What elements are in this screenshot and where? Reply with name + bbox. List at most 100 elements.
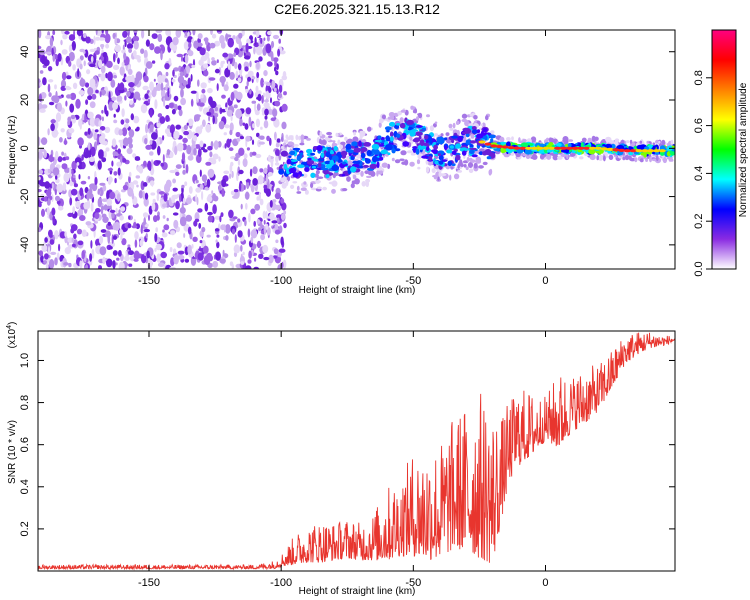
spectrogram-core-blob xyxy=(425,140,429,143)
spectrogram-peak xyxy=(571,146,579,150)
spectrogram-core-blob xyxy=(588,149,596,155)
spectrogram-noise-blob xyxy=(154,232,158,243)
spectrogram-noise-blob xyxy=(253,266,260,269)
spectrogram-y-tick-label: -40 xyxy=(19,237,31,253)
spectrogram-noise-blob xyxy=(65,100,68,107)
spectrogram-noise-blob xyxy=(198,222,202,229)
spectrogram-noise-blob xyxy=(99,129,102,134)
spectrogram-noise-blob xyxy=(194,218,200,223)
spectrogram-core-blob xyxy=(585,150,589,154)
spectrogram-noise-blob xyxy=(116,95,123,102)
spectrogram-halo-blob xyxy=(316,137,320,143)
spectrogram-noise-blob xyxy=(76,30,83,36)
spectrogram-halo-blob xyxy=(499,136,505,143)
spectrogram-noise-blob xyxy=(207,215,213,223)
spectrogram-noise-blob xyxy=(238,169,244,175)
spectrogram-noise-blob xyxy=(221,94,226,99)
spectrogram-core-blob xyxy=(329,151,335,155)
spectrogram-noise-blob xyxy=(101,109,104,114)
spectrogram-noise-blob xyxy=(101,198,109,202)
spectrogram-core-blob xyxy=(425,146,430,152)
spectrogram-core-blob xyxy=(476,129,481,134)
spectrogram-noise-blob xyxy=(181,152,186,162)
spectrogram-marks xyxy=(38,30,675,269)
spectrogram-noise-blob xyxy=(50,119,56,124)
spectrogram-noise-blob xyxy=(187,226,192,235)
spectrogram-core-blob xyxy=(340,150,348,156)
spectrogram-core-blob xyxy=(638,144,645,150)
spectrogram-peak xyxy=(647,149,655,153)
spectrogram-noise-blob xyxy=(144,137,148,145)
spectrogram-noise-blob xyxy=(156,253,161,263)
spectrogram-noise-blob xyxy=(278,248,286,253)
spectrogram-halo-blob xyxy=(300,134,305,141)
spectrogram-halo-blob xyxy=(448,123,453,129)
spectrogram-halo-blob xyxy=(399,158,405,161)
spectrogram-noise-blob xyxy=(156,214,160,221)
spectrogram-noise-blob xyxy=(227,37,234,48)
spectrogram-noise-blob xyxy=(248,250,252,259)
spectrogram-noise-blob xyxy=(160,50,163,61)
spectrogram-noise-blob xyxy=(134,239,138,248)
spectrogram-noise-blob xyxy=(79,187,84,197)
spectrogram-halo-blob xyxy=(417,166,421,170)
spectrogram-noise-blob xyxy=(63,262,69,266)
spectrogram-noise-blob xyxy=(248,116,252,127)
spectrogram-noise-blob xyxy=(245,265,252,269)
spectrogram-halo-blob xyxy=(401,161,407,165)
spectrogram-noise-blob xyxy=(263,167,268,174)
spectrogram-noise-blob xyxy=(198,59,204,66)
spectrogram-noise-blob xyxy=(98,235,104,245)
spectrogram-core-blob xyxy=(350,166,357,173)
spectrogram-noise-blob xyxy=(188,186,193,194)
spectrogram-peak xyxy=(623,149,631,153)
spectrogram-noise-blob xyxy=(193,135,198,142)
spectrogram-halo-blob xyxy=(290,136,294,141)
spectrogram-noise-blob xyxy=(121,108,125,118)
spectrogram-noise-blob xyxy=(104,126,111,134)
spectrogram-noise-blob xyxy=(275,239,279,244)
spectrogram-peak xyxy=(507,146,515,150)
spectrogram-core-blob xyxy=(443,137,448,141)
spectrogram-noise-blob xyxy=(158,191,165,195)
spectrogram-noise-blob xyxy=(149,124,154,133)
spectrogram-noise-blob xyxy=(244,219,247,227)
spectrogram-halo-blob xyxy=(332,140,336,143)
spectrogram-noise-blob xyxy=(274,229,281,235)
spectrogram-core-blob xyxy=(363,142,372,147)
spectrogram-core-blob xyxy=(329,159,335,166)
spectrogram-core-blob xyxy=(317,162,322,168)
spectrogram-noise-blob xyxy=(173,130,180,140)
spectrogram-noise-blob xyxy=(112,101,119,110)
spectrogram-noise-blob xyxy=(164,78,168,83)
spectrogram-noise-blob xyxy=(165,104,170,110)
spectrogram-core-blob xyxy=(331,164,340,171)
spectrogram-noise-blob xyxy=(106,190,110,201)
spectrogram-noise-blob xyxy=(226,138,231,148)
spectrogram-noise-blob xyxy=(202,119,206,127)
spectrogram-noise-blob xyxy=(191,244,194,249)
spectrogram-peak xyxy=(554,146,562,150)
spectrogram-noise-blob xyxy=(256,62,260,70)
spectrogram-noise-blob xyxy=(52,215,56,224)
spectrogram-noise-blob xyxy=(186,122,189,126)
spectrogram-noise-blob xyxy=(104,55,107,65)
spectrogram-noise-blob xyxy=(185,214,193,222)
spectrogram-noise-blob xyxy=(52,167,60,176)
spectrogram-noise-blob xyxy=(46,207,50,216)
spectrogram-core-blob xyxy=(311,165,317,169)
spectrogram-noise-blob xyxy=(256,71,260,79)
spectrogram-core-blob xyxy=(577,149,583,153)
spectrogram-noise-blob xyxy=(186,144,192,155)
spectrogram-noise-blob xyxy=(170,257,175,267)
spectrogram-noise-blob xyxy=(231,263,234,269)
spectrogram-noise-blob xyxy=(260,77,264,88)
spectrogram-noise-blob xyxy=(257,240,261,249)
spectrogram-noise-blob xyxy=(38,93,43,103)
colorbar-gradient xyxy=(712,30,736,269)
spectrogram-noise-blob xyxy=(85,147,92,158)
spectrogram-core-blob xyxy=(412,138,420,143)
spectrogram-noise-blob xyxy=(235,70,239,80)
spectrogram-peak xyxy=(653,149,660,153)
spectrogram-core-blob xyxy=(355,160,361,165)
